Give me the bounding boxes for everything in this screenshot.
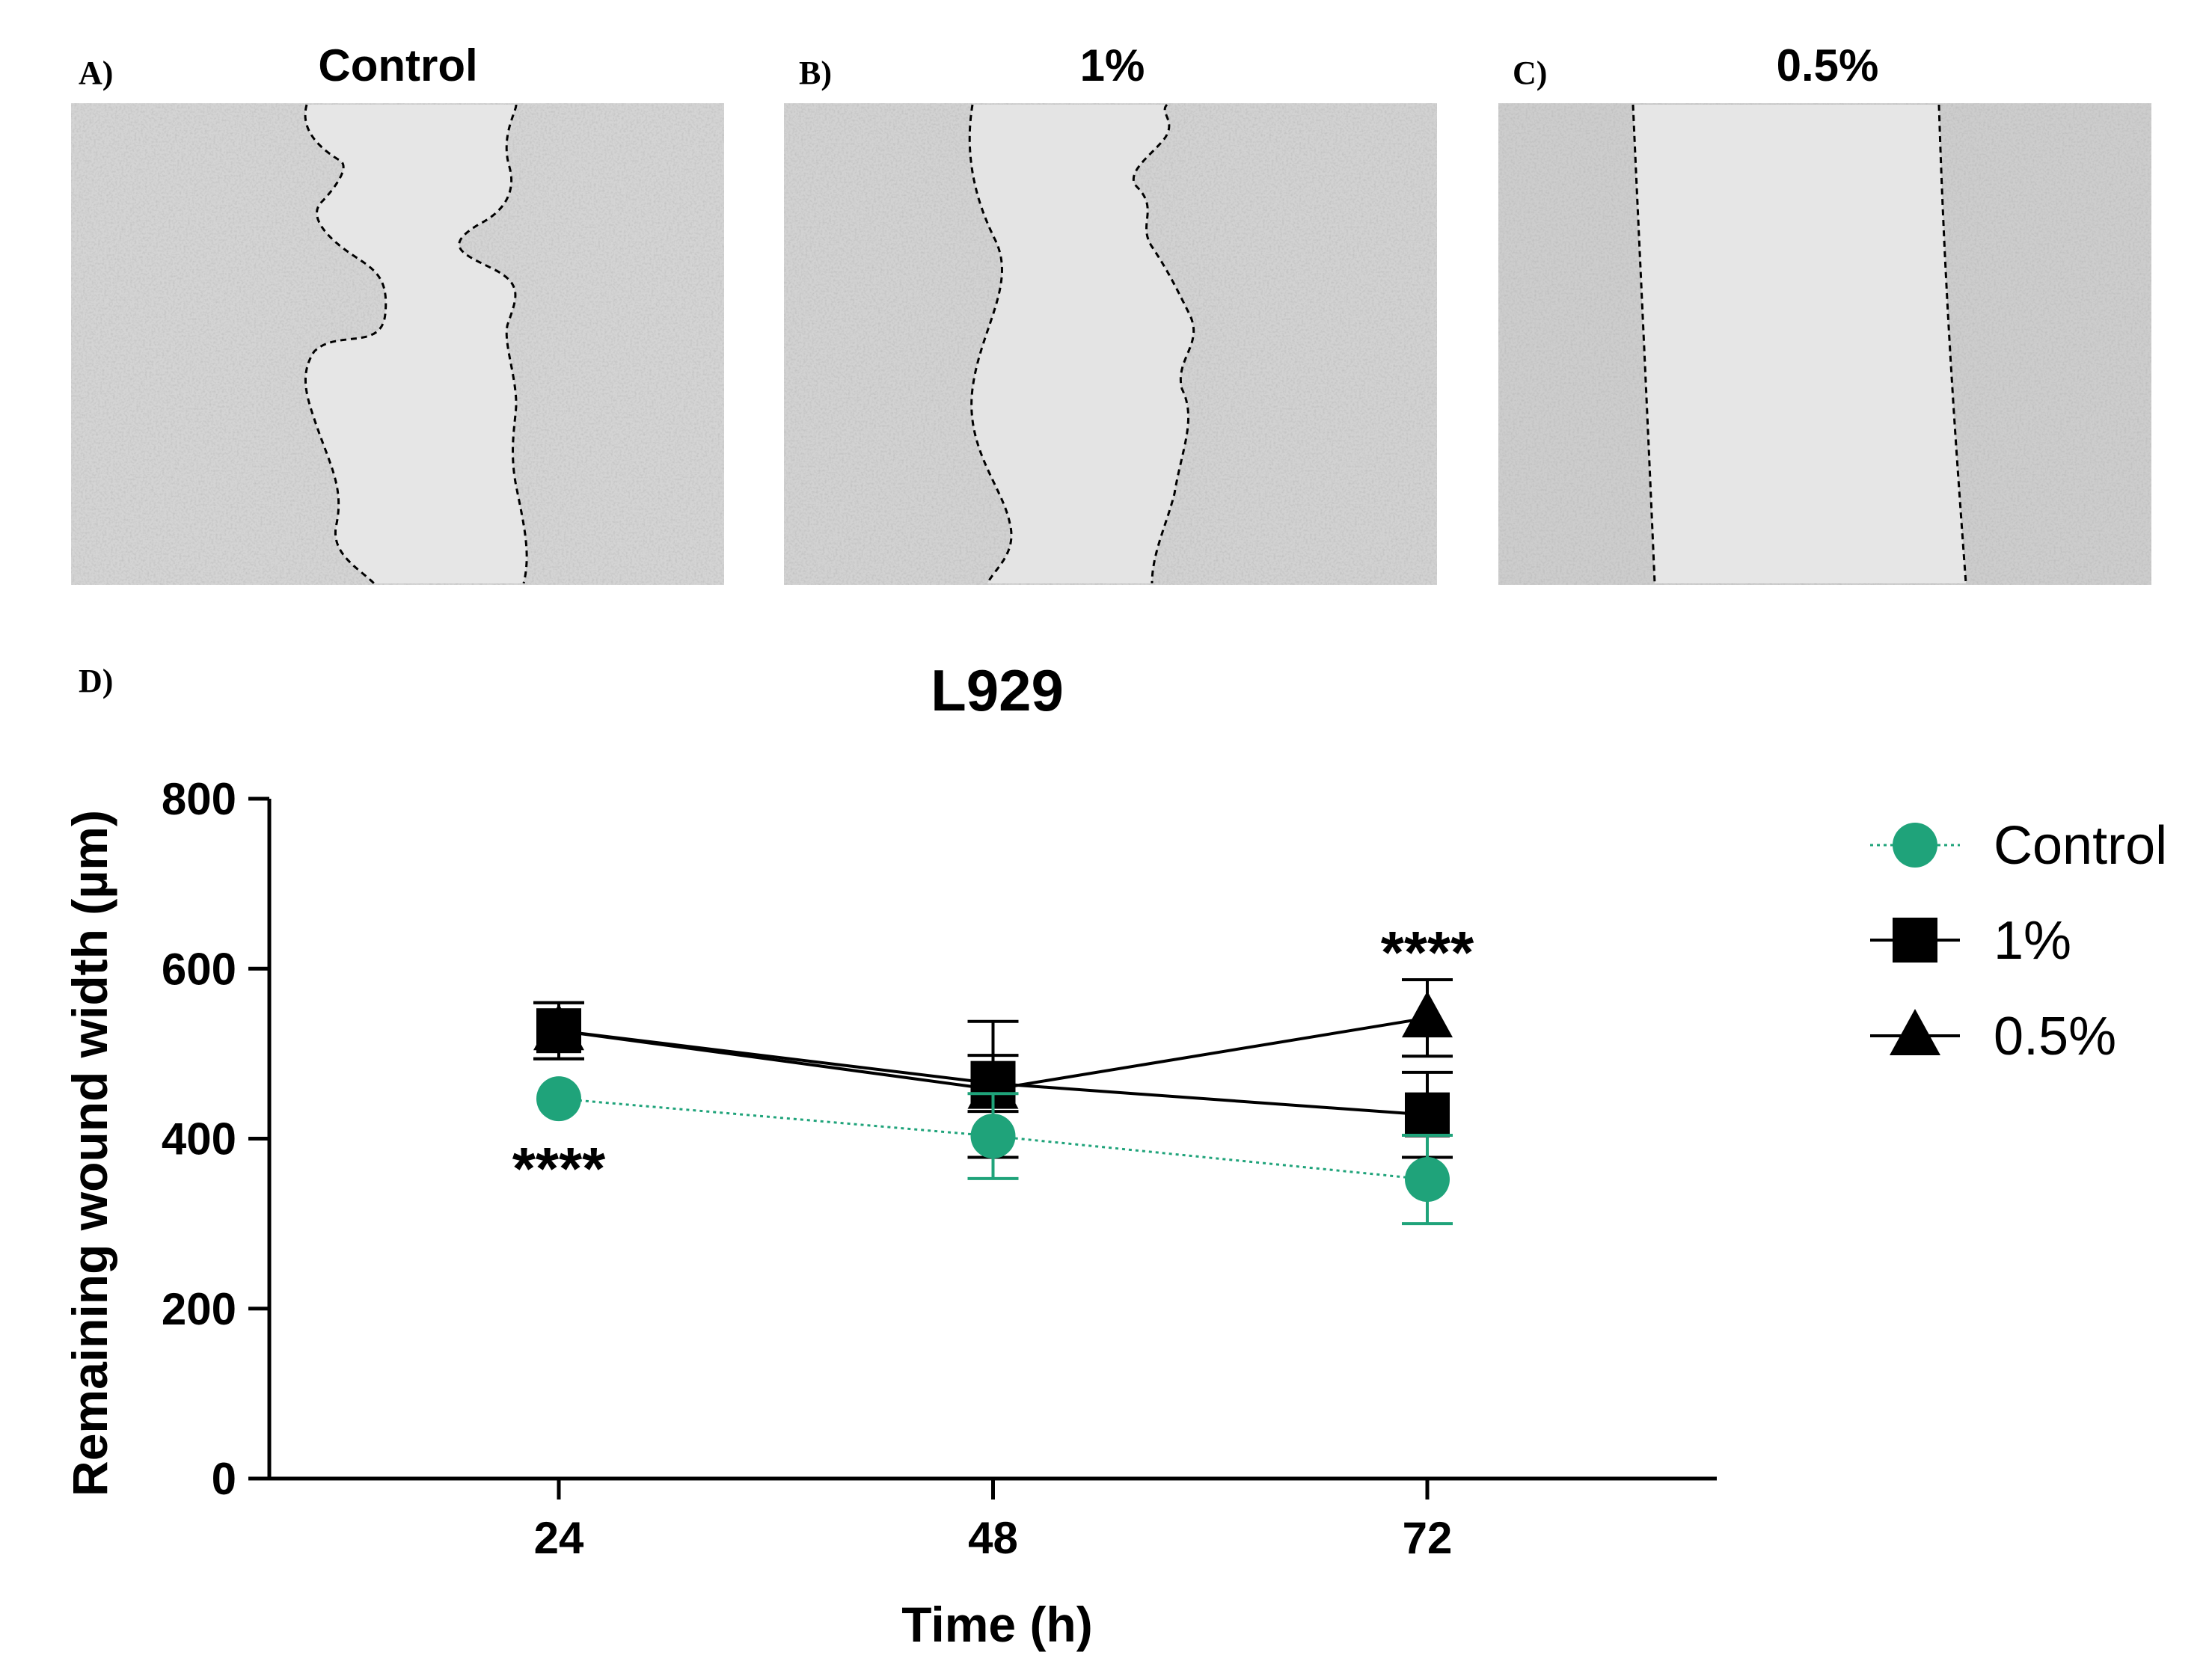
legend: Control 1% 0.5% [1870,816,2167,1066]
y-tick-label: 600 [162,944,236,994]
data-point-1pct [536,1008,581,1054]
y-tick-label: 0 [212,1454,236,1504]
y-tick-label: 200 [162,1284,236,1334]
panel-a: A) Control [71,40,724,585]
significance-label: **** [512,1135,606,1202]
data-point-0-5pct [1402,991,1453,1038]
y-axis-label: Remaining wound width (µm) [62,810,117,1497]
panel-c: C) 0.5% [1498,40,2151,585]
data-point-control [1405,1157,1450,1203]
micrograph-one-percent [784,103,1437,585]
legend-marker-1pct [1893,918,1937,963]
panel-d-letter: D) [79,663,113,699]
panel-b-title: 1% [1080,40,1145,90]
data-point-control [970,1114,1016,1159]
y-tick-label: 400 [162,1114,236,1164]
panel-a-letter: A) [79,55,113,91]
significance-label: **** [1381,919,1474,986]
chart-title: L929 [931,657,1064,723]
plot-area: 0 200 400 600 800 24 48 72 **** **** [162,774,1717,1563]
micrograph-half-percent [1498,103,2151,585]
panel-a-title: Control [318,40,477,90]
x-tick-label: 48 [968,1513,1018,1563]
micrograph-control [71,103,724,585]
panel-c-letter: C) [1513,55,1547,91]
legend-marker-0-5pct [1890,1009,1940,1055]
legend-label-control: Control [1994,816,2167,876]
panel-b: B) 1% [784,40,1437,585]
data-point-1pct [1405,1092,1450,1138]
panel-c-title: 0.5% [1777,40,1879,90]
x-axis-label: Time (h) [901,1597,1092,1652]
data-point-control [536,1076,581,1122]
legend-marker-control [1893,823,1937,868]
x-tick-label: 24 [534,1513,584,1563]
panel-b-letter: B) [799,55,832,91]
legend-label-0-5pct: 0.5% [1994,1007,2116,1066]
x-tick-label: 72 [1403,1513,1453,1563]
legend-label-1pct: 1% [1994,911,2071,971]
y-tick-label: 800 [162,774,236,824]
